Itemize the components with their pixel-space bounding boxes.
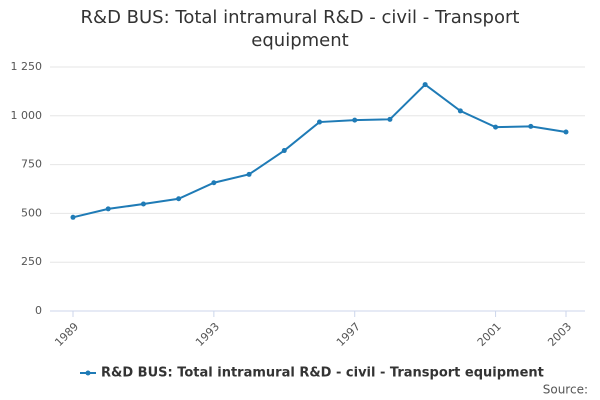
legend-marker	[85, 370, 91, 376]
y-tick-label: 250	[21, 255, 42, 268]
source: Source:	[543, 383, 588, 397]
point	[246, 171, 252, 177]
point	[105, 206, 111, 212]
point	[493, 124, 499, 130]
x-tick-label: 1989	[52, 320, 81, 349]
point	[211, 180, 217, 186]
y-tick-label: 500	[21, 206, 42, 219]
point	[140, 201, 146, 207]
y-tick-label: 0	[35, 304, 42, 317]
legend-label: R&D BUS: Total intramural R&D - civil - …	[101, 366, 544, 381]
chart-title: R&D BUS: Total intramural R&D - civil - …	[80, 7, 520, 51]
point	[387, 116, 393, 122]
point	[281, 148, 287, 154]
y-tick-label: 1 000	[11, 109, 43, 122]
point	[317, 119, 322, 125]
y-tick-label: 750	[21, 158, 42, 171]
line	[72, 83, 567, 219]
point	[457, 108, 463, 114]
x-tick-label: 2003	[545, 320, 574, 349]
point	[563, 129, 569, 135]
x-tick-label: 1997	[334, 320, 363, 349]
point	[528, 123, 534, 129]
y-tick-label: 1 250	[11, 60, 43, 73]
point	[352, 117, 358, 123]
point	[176, 196, 182, 202]
point	[70, 214, 76, 220]
point	[422, 82, 428, 88]
x-tick-label: 2001	[475, 320, 504, 349]
x-tick-label: 1993	[193, 320, 222, 349]
